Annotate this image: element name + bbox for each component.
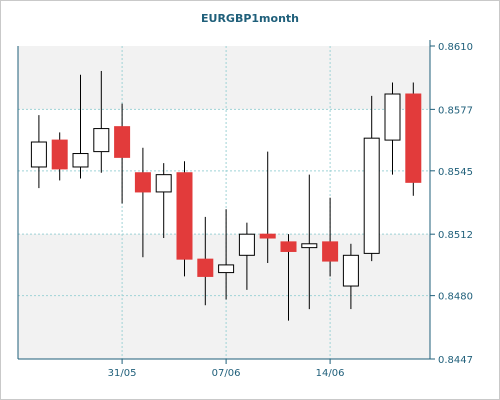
candle-body-down xyxy=(259,233,276,239)
candle xyxy=(280,234,297,321)
candle-body-up xyxy=(301,243,318,249)
candle xyxy=(259,151,276,263)
candle xyxy=(30,115,47,189)
candle-body-up xyxy=(342,254,359,287)
candle-body-up xyxy=(72,153,89,168)
candle xyxy=(176,161,193,277)
x-tick-label: 14/06 xyxy=(316,368,345,379)
candle-body-up xyxy=(218,264,235,274)
candle-body-down xyxy=(176,172,193,260)
axis-layer xyxy=(17,40,435,364)
x-tick-label: 07/06 xyxy=(212,368,241,379)
candle-body-up xyxy=(93,128,110,153)
candle-body-down xyxy=(134,172,151,193)
y-tick-label: 0.8447 xyxy=(438,355,473,366)
y-tick-label: 0.8610 xyxy=(438,42,473,53)
candle xyxy=(72,74,89,179)
candle-layer xyxy=(30,70,422,321)
candle xyxy=(134,147,151,258)
candle-body-down xyxy=(197,258,214,277)
candle xyxy=(51,132,68,181)
candle xyxy=(218,209,235,300)
candle xyxy=(93,70,110,173)
candle xyxy=(238,222,255,290)
candle-body-up xyxy=(30,141,47,168)
candle-body-down xyxy=(405,93,422,183)
candle-body-down xyxy=(51,139,68,170)
candle xyxy=(322,197,339,277)
candle-body-down xyxy=(280,241,297,252)
candle-body-up xyxy=(155,174,172,193)
candle xyxy=(301,174,318,310)
y-tick-label: 0.8577 xyxy=(438,105,473,116)
y-tick-label: 0.8480 xyxy=(438,292,473,303)
candle xyxy=(363,95,380,262)
plot-band xyxy=(18,109,430,235)
candle xyxy=(155,163,172,239)
candle xyxy=(114,103,131,204)
candle xyxy=(197,216,214,306)
candle xyxy=(342,243,359,310)
candle-body-down xyxy=(114,126,131,158)
y-tick-label: 0.8512 xyxy=(438,230,473,241)
candle-body-up xyxy=(384,93,401,141)
chart-title: EURGBP1month xyxy=(201,12,299,25)
candle-body-down xyxy=(322,241,339,262)
tick-labels: 0.8610 0.8577 0.8545 0.8512 0.8480 0.8447 31/0… xyxy=(108,42,473,379)
y-tick-label: 0.8545 xyxy=(438,167,473,178)
candle-body-up xyxy=(363,137,380,254)
candle xyxy=(405,82,422,196)
candle xyxy=(384,82,401,175)
candle-body-up xyxy=(238,233,255,256)
x-tick-label: 31/05 xyxy=(108,368,137,379)
